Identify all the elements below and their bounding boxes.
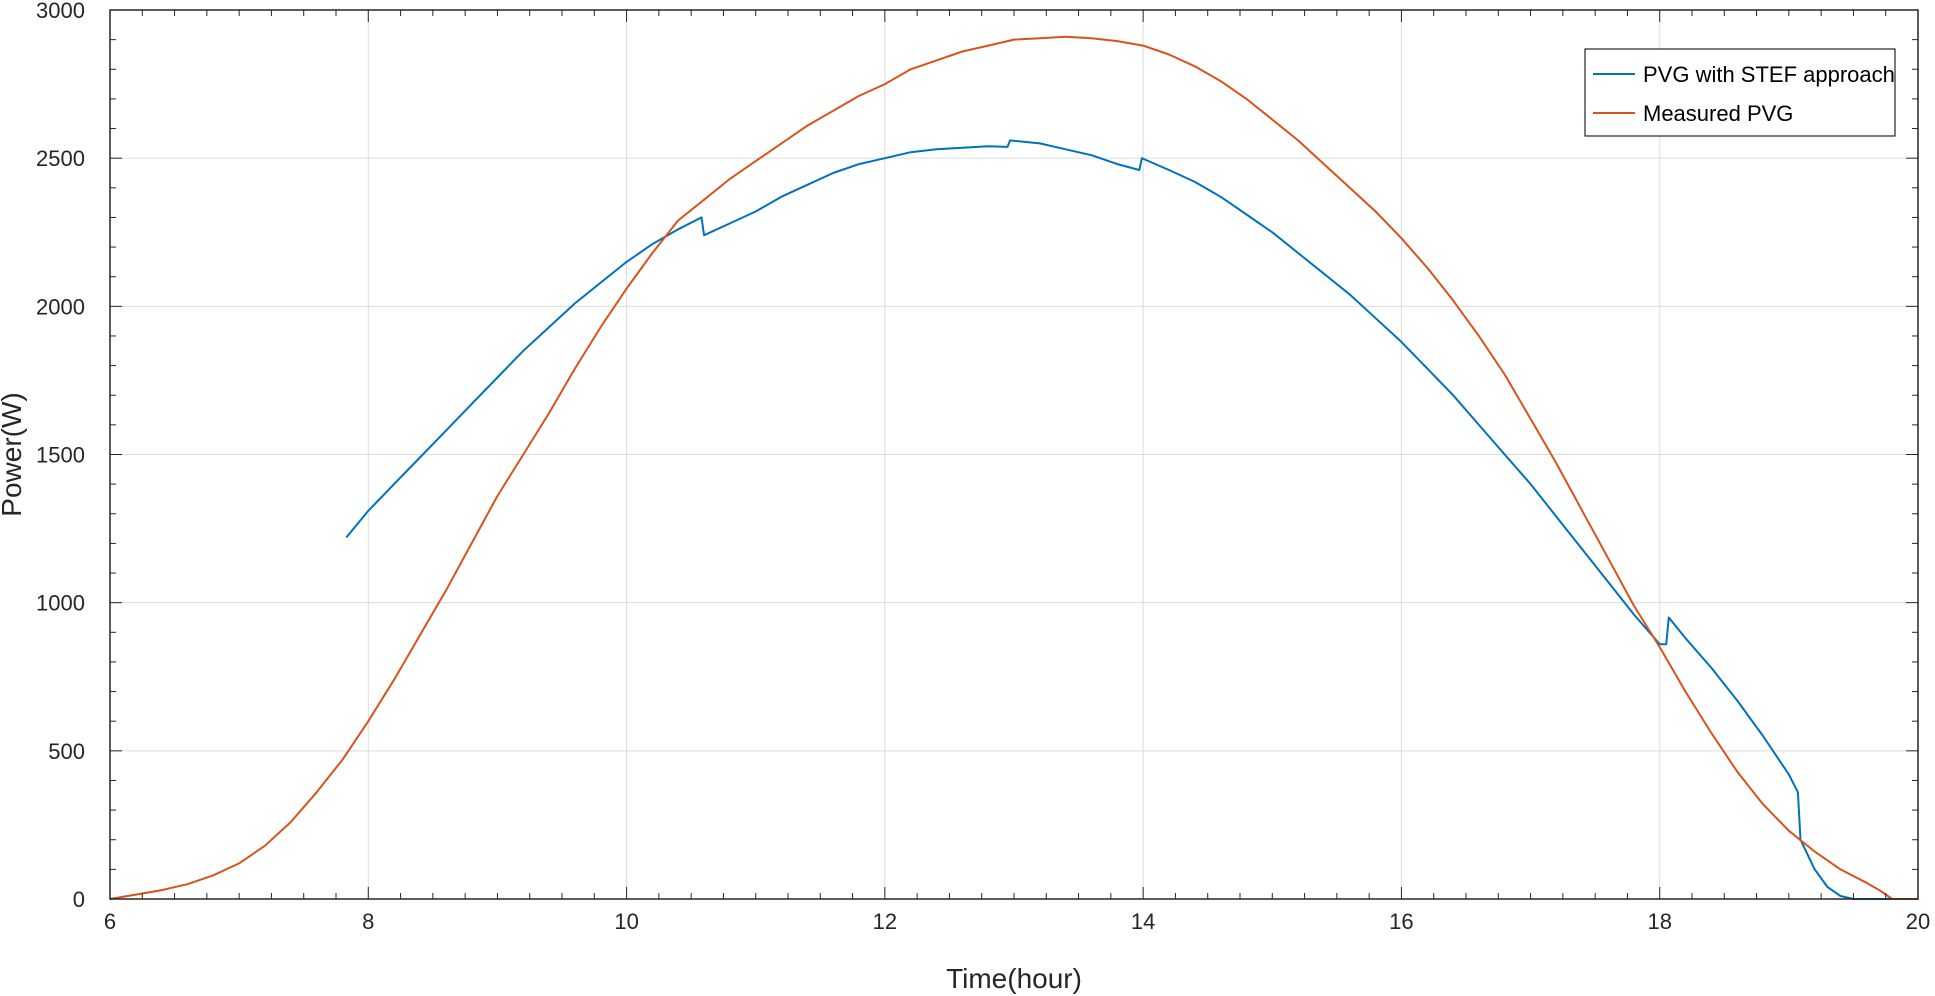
series-line-0 bbox=[345, 139, 1893, 900]
x-tick-label: 16 bbox=[1389, 909, 1413, 934]
legend-entry-1: Measured PVG bbox=[1643, 101, 1793, 126]
ticks: 6 8 10 12 14 16 18 20 0 500 1000 1500 2000 2500 3000 bbox=[36, 0, 1930, 934]
x-tick-label: 20 bbox=[1906, 909, 1930, 934]
x-tick-label: 12 bbox=[873, 909, 897, 934]
legend-entry-0: PVG with STEF approach bbox=[1643, 62, 1895, 87]
axis-labels: Time(hour) Power(W) bbox=[0, 392, 1082, 994]
legend-box bbox=[1584, 48, 1896, 137]
x-tick-label: 8 bbox=[362, 909, 374, 934]
y-tick-label: 0 bbox=[73, 887, 85, 912]
y-tick-label: 2500 bbox=[36, 146, 85, 171]
y-tick-label: 2000 bbox=[36, 294, 85, 319]
grid bbox=[109, 9, 1919, 900]
series-line-1 bbox=[109, 35, 1918, 900]
x-tick-label: 14 bbox=[1131, 909, 1155, 934]
plot-area bbox=[109, 35, 1918, 900]
legend: PVG with STEF approach Measured PVG bbox=[1584, 48, 1896, 137]
y-tick-label: 3000 bbox=[36, 0, 85, 23]
y-tick-label: 1500 bbox=[36, 443, 85, 468]
x-axis-label: Time(hour) bbox=[946, 963, 1082, 994]
y-tick-label: 1000 bbox=[36, 591, 85, 616]
y-axis-label: Power(W) bbox=[0, 392, 27, 516]
x-tick-label: 18 bbox=[1647, 909, 1671, 934]
x-tick-label: 6 bbox=[104, 909, 116, 934]
x-tick-label: 10 bbox=[614, 909, 638, 934]
y-tick-label: 500 bbox=[48, 739, 85, 764]
